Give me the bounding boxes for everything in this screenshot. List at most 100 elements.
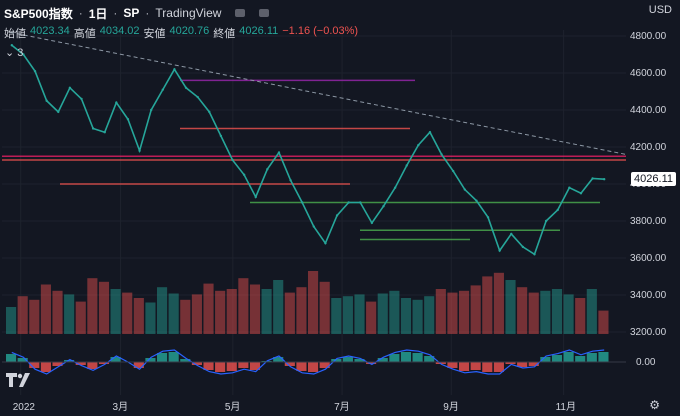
high-label: 高値: [73, 28, 96, 40]
price-point: [475, 199, 478, 202]
price-point: [126, 118, 130, 121]
volume-bar: [551, 289, 563, 334]
macd-bar: [598, 352, 609, 362]
volume-bar: [157, 287, 168, 334]
volume-bar: [40, 284, 51, 334]
current-price-label: 4026.11: [631, 172, 676, 186]
price-point: [254, 195, 257, 199]
x-tick-label: 9月: [443, 401, 459, 413]
price-point: [324, 242, 327, 245]
volume-bar: [505, 280, 516, 334]
macd-line: [11, 349, 605, 375]
open-value: 4023.34: [30, 25, 70, 37]
currency-label[interactable]: USD: [648, 4, 672, 16]
volume-bar: [52, 290, 63, 334]
macd-bar: [331, 359, 342, 362]
volume-bar: [64, 294, 75, 334]
price-point: [359, 201, 362, 204]
macd-bar: [517, 362, 528, 367]
low-value: 4020.76: [169, 25, 210, 37]
macd-bar: [493, 362, 504, 372]
price-point: [428, 131, 432, 134]
volume-bar: [377, 293, 388, 334]
price-point: [440, 153, 443, 156]
osc-tick-label: 0.00: [636, 357, 656, 368]
price-point: [393, 186, 397, 189]
price-point: [208, 110, 211, 114]
volume-bar: [75, 301, 86, 334]
macd-bar: [575, 356, 586, 362]
volume-bar: [17, 296, 28, 334]
indicator-toggle[interactable]: ⌄ 3: [5, 46, 23, 59]
volume-bar: [470, 285, 481, 334]
price-point: [231, 158, 234, 162]
volume-bar: [424, 296, 435, 334]
macd-bar: [238, 362, 249, 368]
price-point: [405, 164, 408, 167]
volume-bar: [482, 276, 493, 334]
price-point: [312, 225, 316, 228]
volume-bars: [6, 271, 609, 334]
indicator-count: 3: [17, 47, 24, 59]
price-point: [149, 108, 153, 112]
volume-bar: [191, 294, 202, 334]
volume-bar: [400, 298, 412, 334]
volume-bar: [598, 310, 609, 334]
symbol-title[interactable]: S&P500指数: [4, 6, 73, 21]
price-point: [68, 86, 72, 90]
tradingview-logo-icon[interactable]: [6, 372, 30, 388]
more-icon[interactable]: [259, 9, 270, 17]
interval-label[interactable]: 1日: [88, 6, 108, 21]
flag-icon[interactable]: [235, 9, 246, 17]
gear-icon[interactable]: ⚙: [649, 398, 660, 412]
macd-bar: [366, 362, 377, 364]
volume-bar: [447, 292, 458, 334]
price-series: [10, 44, 606, 256]
macd-bar: [203, 362, 214, 370]
macd-bar: [482, 362, 493, 372]
volume-bar: [331, 298, 342, 334]
volume-bar: [238, 278, 249, 334]
macd-bar: [17, 358, 28, 362]
macd-bar: [354, 359, 365, 362]
y-tick-label: 3800.00: [630, 216, 667, 227]
source-label: TradingView: [155, 6, 222, 20]
macd-bar: [215, 362, 226, 372]
volume-bar: [575, 298, 586, 334]
volume-bar: [308, 271, 319, 334]
macd-bar: [447, 362, 458, 368]
price-point: [173, 68, 176, 71]
macd-bar: [586, 353, 597, 362]
volume-bar: [29, 299, 40, 334]
volume-bar: [493, 272, 504, 334]
volume-bar: [87, 278, 98, 334]
time-axis: 2022 3月 5月 7月 9月 11月: [13, 401, 576, 413]
volume-bar: [354, 294, 365, 334]
volume-bar: [6, 307, 17, 334]
y-tick-label: 3400.00: [630, 290, 667, 301]
volume-bar: [203, 283, 214, 334]
price-point: [91, 127, 95, 130]
price-point: [138, 149, 141, 152]
chart-grid: [2, 30, 626, 395]
header-separator: ·: [113, 6, 118, 20]
chevron-down-icon[interactable]: ⌄: [5, 47, 15, 59]
x-tick-label: 11月: [556, 401, 576, 413]
x-tick-label: 3月: [113, 401, 129, 413]
y-tick-label: 4600.00: [630, 68, 667, 79]
macd-bar: [191, 362, 202, 365]
macd-bar: [64, 360, 75, 362]
macd-bar: [377, 358, 388, 362]
volume-bar: [284, 292, 295, 334]
y-tick-label: 4200.00: [630, 142, 667, 153]
close-label: 終値: [213, 28, 236, 40]
volume-bar: [215, 290, 226, 334]
price-point: [533, 253, 536, 256]
volume-bar: [226, 289, 237, 334]
volume-bar: [110, 289, 121, 334]
low-label: 安値: [143, 28, 166, 40]
macd-bar: [180, 359, 191, 362]
macd-bar: [424, 356, 435, 362]
macd-bar: [273, 357, 284, 362]
